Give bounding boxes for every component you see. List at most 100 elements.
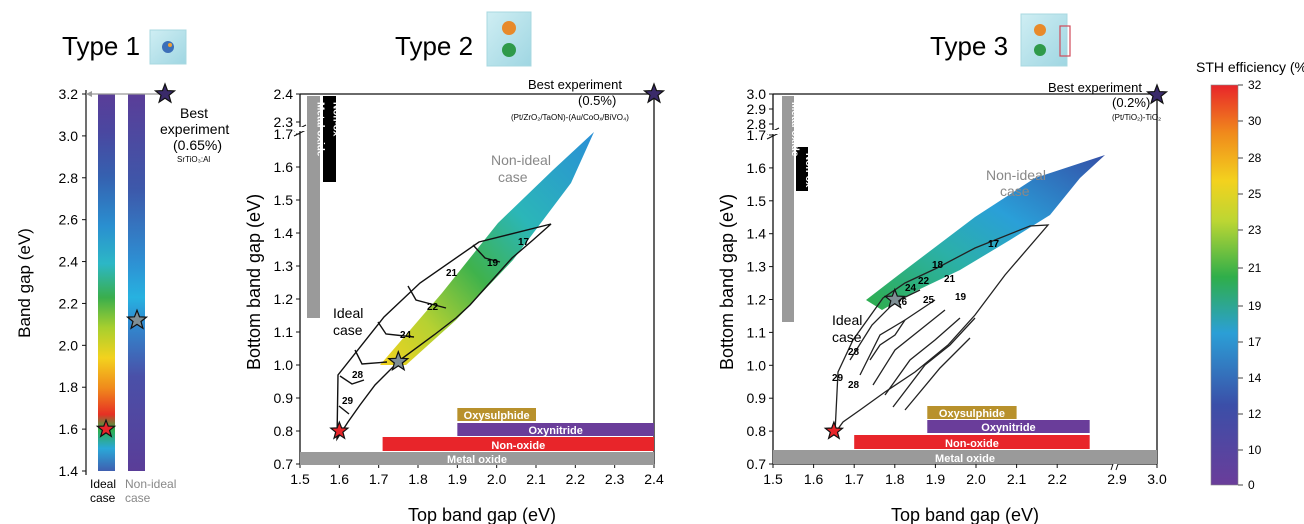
type3-contour-label: 26 xyxy=(896,297,908,308)
type3-ytick-label: 1.4 xyxy=(747,226,767,242)
type2-ytick-label: 1.1 xyxy=(274,324,294,340)
type2-xlabel: Top band gap (eV) xyxy=(408,505,556,524)
type3-xtick-label: 2.9 xyxy=(1107,471,1127,487)
type3-contour-label: 17 xyxy=(988,239,1000,250)
type3-xtick-label: 3.0 xyxy=(1147,471,1167,487)
type1-y-axis: 1.4 1.6 1.8 2.0 2.2 2.4 2.6 2.8 3.0 3.2 xyxy=(59,86,87,479)
type1-ytick-label: 2.0 xyxy=(59,337,79,353)
type2-best-2: (0.5%) xyxy=(578,93,616,108)
type3-bar-label-oxysulphide: Oxysulphide xyxy=(939,408,1005,420)
type1-ideal-star xyxy=(95,418,117,438)
type3-best-1: Best experiment xyxy=(1048,80,1142,95)
type3-xtick-label: 1.8 xyxy=(885,471,905,487)
type1-best-4: SrTiO₃:Al xyxy=(177,155,210,164)
type2-ideal-star xyxy=(329,420,350,440)
type3-nonideal-star xyxy=(883,287,906,309)
type3-vbar-metaloxide xyxy=(782,96,794,322)
type3-vbar-label-metaloxide: Metal oxide xyxy=(789,102,800,157)
type1-nonideal-label-2: case xyxy=(125,491,151,505)
type2-ytick-label: 0.9 xyxy=(274,390,294,406)
type3-nonideal-2: case xyxy=(1000,183,1030,199)
colorbar-tick-label: 30 xyxy=(1248,114,1262,128)
colorbar-tick-label: 12 xyxy=(1248,407,1262,421)
type1-best-star xyxy=(153,82,177,104)
type1-ytick-label: 1.8 xyxy=(59,379,79,395)
type2-contour-label: 21 xyxy=(446,268,458,279)
type1-cube-icon xyxy=(149,29,187,65)
type3-xtick-label: 2.2 xyxy=(1047,471,1067,487)
type3-contour-label: 24 xyxy=(905,283,917,294)
type2-xtick-label: 1.6 xyxy=(330,471,350,487)
type2-y-break-gap xyxy=(294,127,306,131)
type2-bar-oxynitride xyxy=(457,423,654,436)
type2-material-bars: Oxysulphide Oxynitride Non-oxide Metal oxid… xyxy=(300,96,654,466)
type3-xtick-label: 1.5 xyxy=(763,471,783,487)
type3-ytick-label: 0.7 xyxy=(747,456,767,472)
type3-xtick-label: 2.1 xyxy=(1007,471,1027,487)
type2-bar-oxysulphide xyxy=(457,408,536,421)
type3-xlabel: Top band gap (eV) xyxy=(891,505,1039,524)
type3-contour-label: 28 xyxy=(848,347,860,358)
panel-type1: Type 1 Band gap (eV) 1.4 1.6 1.8 2.0 2.2 2.4 2… xyxy=(15,29,229,505)
type2-nonideal-ribbon xyxy=(380,132,594,365)
type2-ytick-label: 2.3 xyxy=(274,114,294,130)
type1-nonideal-strip xyxy=(128,94,145,471)
type3-ideal-1: Ideal xyxy=(832,312,862,328)
type2-ytick-label: 1.5 xyxy=(274,192,294,208)
type3-best-star xyxy=(1145,83,1169,105)
type3-vbar-label-nonox: Non-ox xyxy=(803,153,814,188)
type3-ytick-label: 0.8 xyxy=(747,423,767,439)
colorbar-title: STH efficiency (%) xyxy=(1196,59,1304,75)
type1-title: Type 1 xyxy=(62,31,140,61)
type1-best-3: (0.65%) xyxy=(173,137,222,153)
type2-title: Type 2 xyxy=(395,31,473,61)
type3-contour-label: 28 xyxy=(848,380,860,391)
type2-best-1: Best experiment xyxy=(528,77,622,92)
type3-ytick-label: 2.9 xyxy=(747,101,767,117)
type3-bar-label-nonoxide: Non-oxide xyxy=(945,438,999,450)
type3-title: Type 3 xyxy=(930,31,1008,61)
type3-ytick-label: 0.9 xyxy=(747,390,767,406)
type3-ytick-label: 1.0 xyxy=(747,357,767,373)
type1-ytick-label: 2.4 xyxy=(59,254,79,270)
type2-nonideal-2: case xyxy=(498,169,528,185)
type2-contour-label: 24 xyxy=(400,330,412,341)
type3-contour-label: 18 xyxy=(932,260,944,271)
colorbar-gradient xyxy=(1210,84,1239,486)
type1-nonideal-star xyxy=(125,308,149,330)
type1-ideal-label-1: Ideal xyxy=(90,477,116,491)
type3-ytick-label: 1.6 xyxy=(747,160,767,176)
type3-vbar-nonox xyxy=(796,147,808,191)
type3-ytick-label: 1.3 xyxy=(747,259,767,275)
type3-ytick-label: 2.8 xyxy=(747,116,767,132)
type1-ytick-label: 2.2 xyxy=(59,295,79,311)
type2-vbar-nonox xyxy=(323,96,336,182)
type2-nonideal-star xyxy=(387,349,410,372)
type2-ytick-label: 0.8 xyxy=(274,423,294,439)
type2-nonideal-1: Non-ideal xyxy=(491,152,551,168)
type2-ideal-1: Ideal xyxy=(333,305,363,321)
type2-bar-label-oxynitride: Oxynitride xyxy=(528,425,582,437)
type2-ideal-2: case xyxy=(333,322,363,338)
type2-xtick-label: 2.3 xyxy=(605,471,625,487)
type1-best-1: Best xyxy=(180,105,208,121)
type3-axes: 0.70.80.91.01.11.21.31.41.51.61.72.82.93… xyxy=(747,86,1167,487)
type2-ylabel: Bottom band gap (eV) xyxy=(244,194,264,370)
type2-contour-label: 29 xyxy=(342,396,354,407)
type1-ytick-label: 2.8 xyxy=(59,170,79,186)
type3-ytick-label: 1.1 xyxy=(747,324,767,340)
type2-vbar-label-nonox: Non-ox xyxy=(331,102,342,137)
type2-contour-label: 17 xyxy=(518,237,530,248)
type2-xtick-label: 1.7 xyxy=(369,471,389,487)
colorbar-tick-label: 14 xyxy=(1248,371,1262,385)
colorbar: STH efficiency (%) 0 10 12 14 17 19 21 23 25 28 30… xyxy=(1196,59,1304,492)
type2-ytick-label: 1.2 xyxy=(274,291,294,307)
type3-contour-label: 25 xyxy=(923,295,935,306)
type2-ytick-label: 2.4 xyxy=(274,86,294,102)
type2-xtick-label: 2.2 xyxy=(566,471,586,487)
colorbar-tick-label: 23 xyxy=(1248,223,1262,237)
type1-best-2: experiment xyxy=(160,121,229,137)
type3-ylabel: Bottom band gap (eV) xyxy=(717,194,737,370)
type3-nonideal-ribbon xyxy=(866,155,1105,310)
